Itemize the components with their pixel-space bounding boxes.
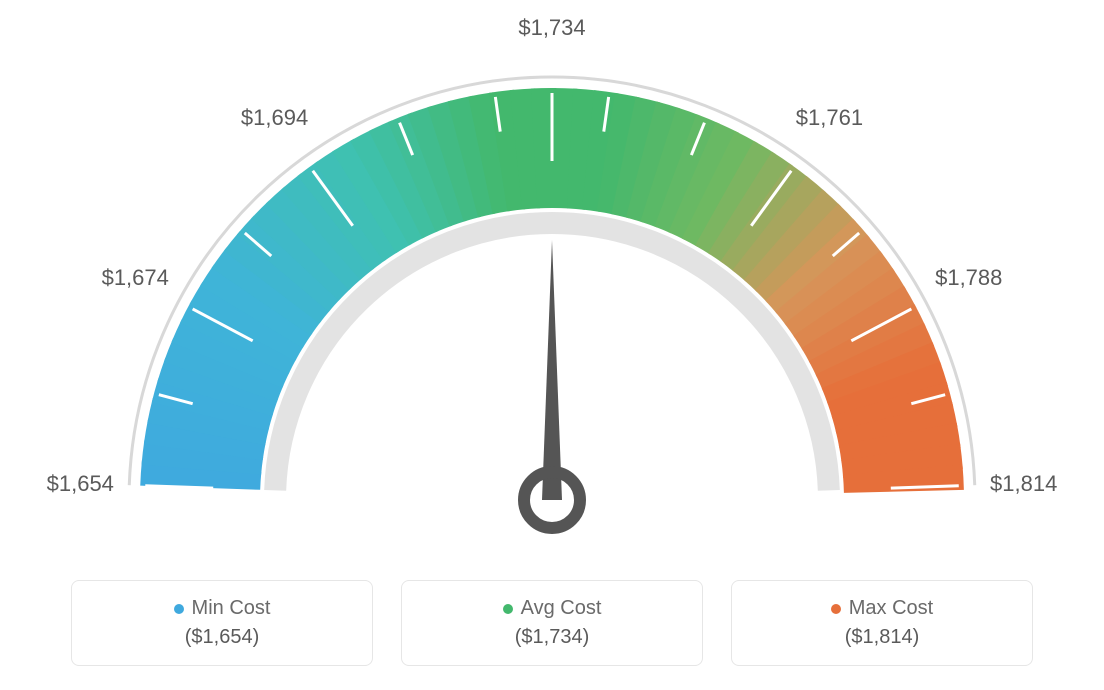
- legend-card-max: Max Cost ($1,814): [731, 580, 1033, 666]
- legend-title: Avg Cost: [503, 597, 602, 620]
- legend-card-min: Min Cost ($1,654): [71, 580, 373, 666]
- gauge-tick-label: $1,654: [47, 471, 114, 497]
- gauge-tick-label: $1,814: [990, 471, 1057, 497]
- gauge-tick-label: $1,788: [935, 265, 1002, 291]
- legend-title-text: Max Cost: [849, 597, 933, 620]
- gauge-chart: $1,654 $1,674 $1,694 $1,734 $1,761 $1,788 $1,8…: [0, 0, 1104, 550]
- gauge-tick-label: $1,761: [796, 105, 863, 131]
- gauge-tick-label: $1,694: [241, 105, 308, 131]
- legend-value: ($1,814): [845, 626, 920, 649]
- dot-max: [831, 604, 841, 614]
- legend-value: ($1,654): [185, 626, 260, 649]
- dot-avg: [503, 604, 513, 614]
- gauge-tick-label: $1,734: [518, 15, 585, 41]
- dot-min: [174, 604, 184, 614]
- legend-row: Min Cost ($1,654) Avg Cost ($1,734) Max …: [0, 580, 1104, 666]
- legend-title: Max Cost: [831, 597, 933, 620]
- legend-title: Min Cost: [174, 597, 271, 620]
- gauge-tick-label: $1,674: [102, 265, 169, 291]
- legend-title-text: Avg Cost: [521, 597, 602, 620]
- legend-card-avg: Avg Cost ($1,734): [401, 580, 703, 666]
- legend-value: ($1,734): [515, 626, 590, 649]
- legend-title-text: Min Cost: [192, 597, 271, 620]
